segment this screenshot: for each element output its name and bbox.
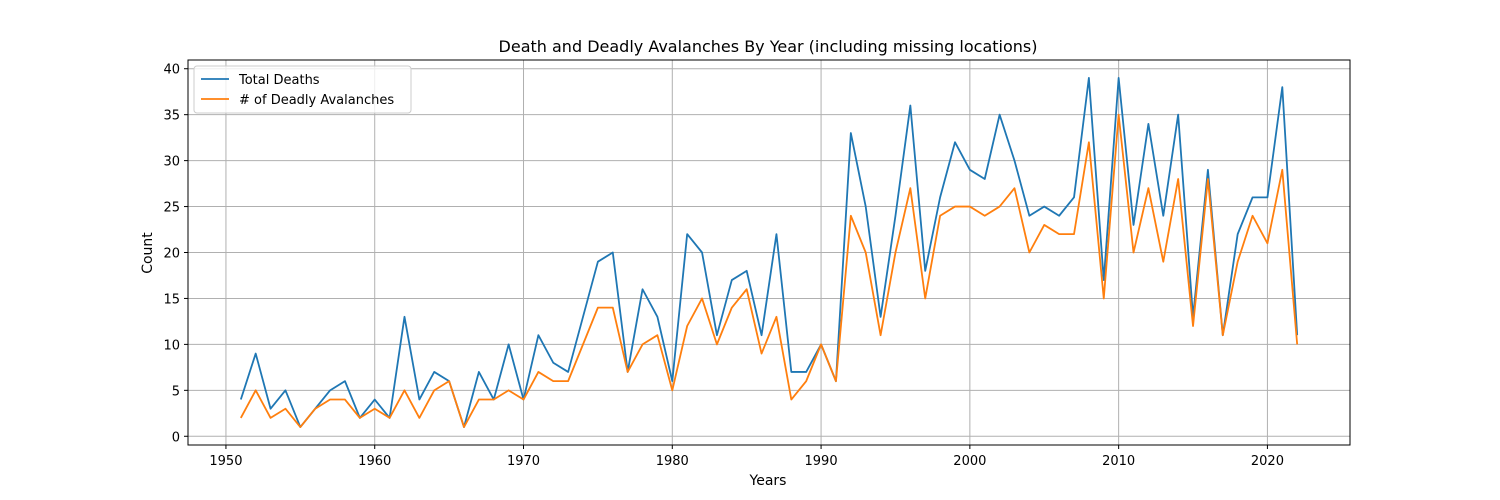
y-tick-label: 40 [163,63,180,78]
legend: Total Deaths # of Deadly Avalanches [193,65,412,114]
series-line-total-deaths [239,77,1299,428]
x-tick-label: 2010 [1102,454,1135,469]
x-tick-label: 1990 [805,454,838,469]
y-tick-label: 5 [172,384,180,399]
x-tick-label: 1970 [507,454,540,469]
y-axis-title: Count [140,232,156,274]
x-axis: 1950 1960 1970 1980 1990 2000 2010 2020 [209,445,1284,469]
x-axis-title: Years [749,473,787,489]
x-tick-label: 2000 [953,454,986,469]
legend-box [193,65,412,114]
x-tick-label: 2020 [1251,454,1284,469]
series-line-deadly-avalanches [240,113,1299,428]
legend-label-total-deaths: Total Deaths [238,73,320,88]
y-tick-label: 35 [163,109,180,124]
y-tick-label: 20 [163,247,180,262]
series-layer [239,77,1299,428]
y-tick-label: 30 [163,155,180,170]
y-tick-label: 25 [163,201,180,216]
chart-title: Death and Deadly Avalanches By Year (inc… [499,37,1038,56]
y-axis: 0 5 10 15 20 25 30 35 40 [163,63,188,445]
x-tick-label: 1960 [358,454,391,469]
y-tick-label: 10 [163,338,180,353]
x-tick-label: 1950 [209,454,242,469]
x-tick-label: 1980 [656,454,689,469]
y-tick-label: 0 [172,430,180,445]
grid [188,60,1350,445]
y-tick-label: 15 [163,292,180,307]
legend-label-deadly-avalanches: # of Deadly Avalanches [239,93,394,108]
